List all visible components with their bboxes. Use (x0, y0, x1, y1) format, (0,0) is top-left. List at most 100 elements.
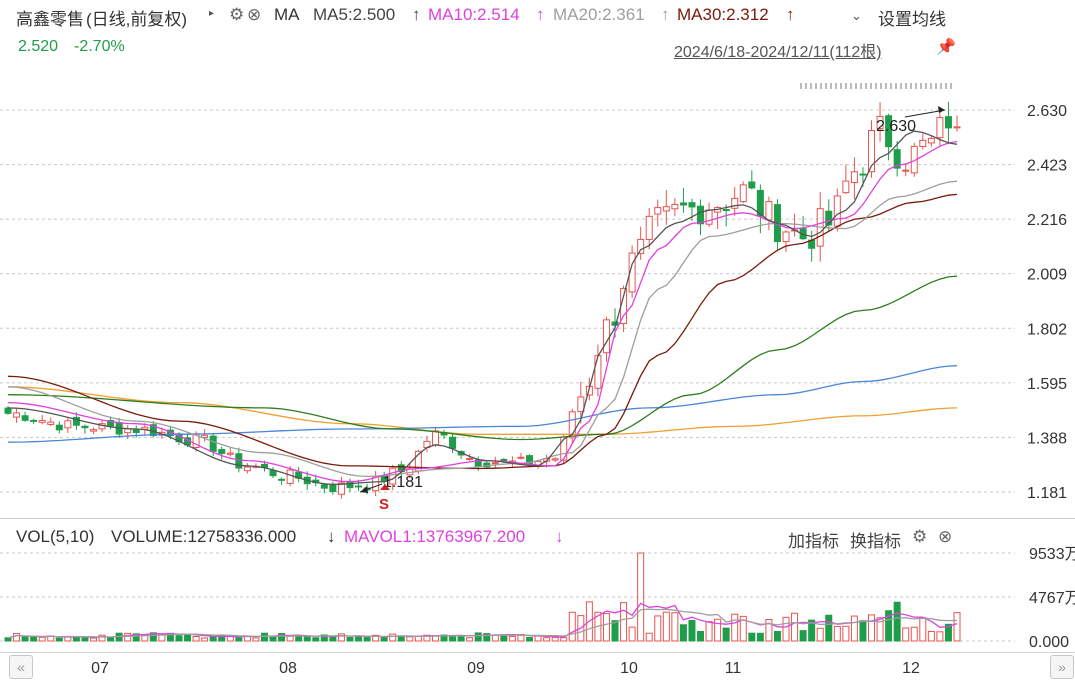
volume-bar (919, 617, 927, 642)
volume-bar (902, 627, 910, 642)
volume-bar (722, 627, 730, 642)
candle (38, 415, 46, 425)
period-label[interactable]: (日线,前复权) (86, 10, 188, 29)
volume-bar (235, 637, 243, 642)
candle (782, 230, 790, 252)
volume-chart[interactable]: 9533万 4767万 0.000 (0, 540, 1075, 680)
candle (791, 213, 799, 237)
candle (577, 381, 585, 424)
volume-bar (132, 633, 140, 642)
ma-settings-button[interactable]: 设置均线 (878, 10, 946, 29)
x-tick-label: 07 (91, 660, 109, 677)
signal-arrow-icon (380, 484, 390, 490)
volume-bar (466, 637, 474, 642)
volume-bar (739, 615, 747, 642)
volume-axis-ticks: 9533万 4767万 0.000 (1029, 546, 1075, 651)
volume-bar (320, 634, 328, 642)
candle (47, 417, 55, 427)
volume-bar (543, 637, 551, 642)
volume-bar (773, 630, 781, 642)
volume-bar (457, 635, 465, 642)
volume-bar (833, 625, 841, 642)
candle (893, 140, 901, 177)
add-indicator-button[interactable]: 加指标 (788, 532, 839, 551)
price-axis-ticks: 2.630 2.423 2.216 2.009 1.802 1.595 1.388 1.181 (1027, 103, 1067, 502)
candle (218, 446, 226, 460)
volume-bar (414, 635, 422, 642)
chevron-down-icon[interactable]: ⌄ (851, 8, 862, 23)
vol-gear-icon[interactable]: ⚙ (912, 527, 928, 546)
x-tick-label: 10 (620, 660, 638, 677)
volume-bar (55, 637, 63, 642)
ma250-line (7, 386, 958, 435)
vol-value: VOLUME:12758336.000 (111, 527, 297, 546)
x-tick-label: 11 (725, 660, 742, 677)
volume-bar (910, 626, 918, 642)
volume-bar (756, 632, 764, 642)
volume-bar (842, 625, 850, 642)
candle (226, 447, 234, 457)
ma10-arrow-icon: ↑ (536, 5, 545, 24)
candle (919, 133, 927, 150)
volume-bar (628, 626, 636, 642)
scroll-right-button[interactable]: » (1050, 655, 1074, 679)
signal-label: S (379, 496, 389, 513)
mavol10-line (7, 608, 958, 639)
candle (551, 457, 559, 463)
volume-bar (748, 632, 756, 642)
candle (902, 163, 910, 177)
switch-indicator-button[interactable]: 换指标 (850, 532, 901, 551)
low-label: 1.181 (383, 474, 423, 491)
candle (739, 181, 747, 204)
vol-close-icon[interactable]: ⊗ (938, 527, 953, 546)
volume-bar (637, 552, 645, 642)
volume-bar (337, 633, 345, 642)
volume-bar (372, 634, 380, 642)
volume-bar (791, 612, 799, 642)
pin-icon[interactable]: 📌 (936, 39, 956, 56)
volume-bar (731, 613, 739, 642)
volume-bar (765, 619, 773, 642)
gear-icon[interactable]: ⚙ (229, 5, 245, 24)
candle (30, 418, 38, 424)
price-chart[interactable]: 2.630 2.423 2.216 2.009 1.802 1.595 1.388 1.181… (0, 0, 1075, 520)
time-axis (0, 652, 1075, 682)
close-icon[interactable]: ⊗ (247, 5, 262, 24)
candle (671, 198, 679, 217)
candle (825, 199, 833, 231)
volume-bar (560, 637, 568, 642)
volume-bar (893, 601, 901, 642)
volume-bar (705, 621, 713, 642)
volume-bar (927, 630, 935, 642)
current-price: 2.520 (18, 38, 59, 55)
candle (346, 478, 354, 493)
volume-bar (714, 618, 722, 642)
x-tick-label: 09 (467, 660, 485, 677)
play-icon[interactable]: ▸ (209, 8, 215, 19)
ma-lines (7, 130, 958, 486)
price-tick-label: 2.216 (1027, 212, 1067, 229)
price-tick-label: 1.388 (1027, 430, 1067, 447)
volume-bar (192, 635, 200, 642)
candle (491, 456, 499, 469)
stock-name[interactable]: 高鑫零售 (16, 10, 84, 29)
volume-bar (483, 633, 491, 642)
volume-bar (816, 627, 824, 642)
candle (842, 164, 850, 194)
candle (944, 102, 952, 145)
volume-bar (936, 631, 944, 642)
volume-bar (260, 632, 268, 642)
price-tick-label: 1.595 (1027, 376, 1067, 393)
price-tick-label: 1.181 (1027, 485, 1067, 502)
candle (124, 425, 132, 440)
candles (4, 101, 961, 499)
volume-bar (286, 635, 294, 642)
ma5-value: MA5:2.500 (313, 5, 396, 24)
scroll-left-button[interactable]: « (9, 655, 33, 679)
candle (517, 452, 525, 460)
price-change: -2.70% (74, 38, 125, 55)
x-tick-label: 08 (279, 660, 297, 677)
volume-tick-label: 4767万 (1029, 590, 1075, 607)
date-range[interactable]: 2024/6/18-2024/12/11(112根) (674, 44, 882, 61)
volume-tick-label: 9533万 (1029, 546, 1075, 563)
